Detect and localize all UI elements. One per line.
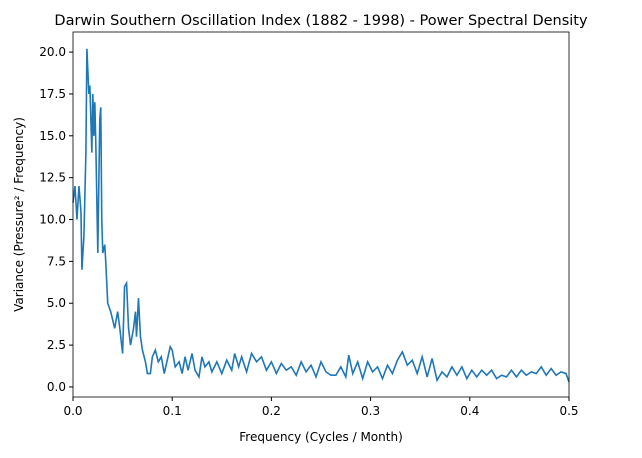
y-tick-label: 10.0 xyxy=(39,213,66,227)
y-tick-label: 17.5 xyxy=(39,87,66,101)
y-tick-label: 7.5 xyxy=(47,254,66,268)
plot-frame xyxy=(72,31,570,398)
y-axis-label: Variance (Pressure² / Frequency) xyxy=(12,117,26,312)
x-tick-label: 0.4 xyxy=(460,404,479,418)
y-tick-label: 20.0 xyxy=(39,45,66,59)
x-tick-label: 0.0 xyxy=(63,404,82,418)
y-tick-label: 12.5 xyxy=(39,171,66,185)
x-tick-label: 0.2 xyxy=(262,404,281,418)
x-tick-label: 0.1 xyxy=(163,404,182,418)
y-tick-label: 2.5 xyxy=(47,338,66,352)
x-axis-label: Frequency (Cycles / Month) xyxy=(239,430,403,444)
y-tick-label: 0.0 xyxy=(47,380,66,394)
series-line xyxy=(72,48,570,383)
chart-title: Darwin Southern Oscillation Index (1882 … xyxy=(54,13,588,29)
y-tick-label: 15.0 xyxy=(39,129,66,143)
x-tick-label: 0.5 xyxy=(559,404,578,418)
x-tick-label: 0.3 xyxy=(361,404,380,418)
y-tick-label: 5.0 xyxy=(47,296,66,310)
